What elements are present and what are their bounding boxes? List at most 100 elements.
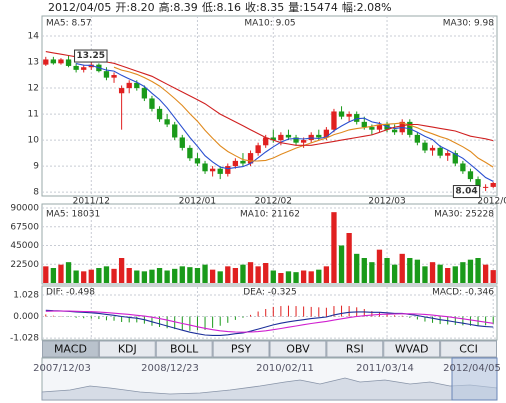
volume-bar <box>194 268 201 283</box>
candle-body <box>81 67 87 70</box>
volume-bar <box>141 271 148 283</box>
extreme-label: 13.25 <box>77 51 105 61</box>
extreme-label: 8.04 <box>455 187 477 197</box>
timeline-label: 2007/12/03 <box>33 363 91 374</box>
tab[interactable] <box>440 340 497 358</box>
volume-bar <box>414 259 421 283</box>
volume-bar <box>118 258 125 283</box>
volume-bar <box>323 266 330 283</box>
tab[interactable] <box>155 340 213 358</box>
timeline-label: 2011/03/14 <box>356 363 414 374</box>
y-tick-label: -1.028 <box>10 334 39 344</box>
volume-bar <box>225 266 231 283</box>
tab-label: RSI <box>346 343 364 356</box>
timeline-label: 2010/02/11 <box>256 363 314 374</box>
tab[interactable] <box>269 340 327 358</box>
volume-bar <box>247 262 254 283</box>
volume-bar <box>346 233 352 283</box>
candle-body <box>217 168 223 174</box>
volume-bar <box>232 268 239 283</box>
volume-bar <box>240 264 246 283</box>
legend-entry: MA5: 8.57 <box>46 19 92 29</box>
volume-bar <box>285 271 292 283</box>
volume-bar <box>316 269 322 283</box>
candle-body <box>323 129 330 138</box>
volume-bar <box>217 271 223 283</box>
volume-bar <box>278 273 284 283</box>
line <box>75 63 494 182</box>
candle-body <box>429 147 436 151</box>
header-item: 收:8.35 <box>245 0 284 14</box>
volume-bar <box>331 212 337 283</box>
candle-body <box>134 82 140 89</box>
volume-bar <box>134 270 140 283</box>
tab[interactable] <box>326 340 384 358</box>
timeline-range[interactable] <box>451 357 498 401</box>
volume-bar <box>437 264 443 283</box>
volume-bar <box>73 270 79 283</box>
y-tick-label: 9 <box>33 162 39 172</box>
candle-body <box>202 163 208 172</box>
y-tick-label: 8 <box>33 188 39 198</box>
volume-bar <box>187 267 193 283</box>
price-panel <box>41 15 498 197</box>
volume-bar <box>43 266 49 283</box>
volume-bar <box>81 271 87 283</box>
candle-body <box>255 145 261 154</box>
candle-body <box>293 137 299 143</box>
x-tick-label: 2012/03 <box>368 197 405 207</box>
candle-body <box>141 88 148 99</box>
extreme-box <box>74 49 108 63</box>
tab-label: CCI <box>459 343 478 356</box>
y-tick-label: 14 <box>28 32 40 42</box>
volume-bar <box>422 266 428 283</box>
candle-body <box>338 111 345 117</box>
candle-body <box>376 124 383 130</box>
tab[interactable] <box>42 340 99 358</box>
volume-bar <box>172 268 178 283</box>
candle-body <box>225 166 231 174</box>
x-tick-label: 2012/02 <box>255 197 292 207</box>
candle-body <box>391 129 398 133</box>
volume-bar <box>65 262 72 283</box>
volume-bar <box>376 249 383 283</box>
y-tick-label: 1.028 <box>13 291 39 301</box>
y-tick-label: 90000 <box>10 204 39 214</box>
header-item: 2012/04/05 <box>48 1 111 14</box>
tab[interactable] <box>212 340 270 358</box>
candle-body <box>50 59 57 64</box>
volume-bar <box>391 264 398 283</box>
candle-body <box>452 153 458 164</box>
tab-label: OBV <box>286 343 310 356</box>
candle-body <box>247 153 254 164</box>
candle-body <box>278 134 284 141</box>
legend-entry: MA30: 25228 <box>434 210 494 220</box>
candle-body <box>65 59 72 66</box>
candle-body <box>369 127 375 130</box>
volume-bar <box>399 253 405 283</box>
y-tick-label: 11 <box>28 110 39 120</box>
tab[interactable] <box>383 340 441 358</box>
line <box>45 310 494 333</box>
volume-panel <box>41 203 498 285</box>
candle-body <box>354 114 360 122</box>
tab-label: KDJ <box>118 343 137 356</box>
timeline-label: 2012/04/05 <box>443 363 501 374</box>
candle-body <box>149 98 155 109</box>
legend-entry: DEA: -0.325 <box>243 288 297 298</box>
volume-bar <box>270 270 276 283</box>
line <box>45 309 494 336</box>
candle-body <box>361 121 367 128</box>
volume-bar <box>263 263 269 283</box>
candle-body <box>467 171 474 180</box>
timeline-label: 2008/12/23 <box>141 363 199 374</box>
volume-bar <box>88 269 94 283</box>
candle-body <box>43 59 49 65</box>
volume-bar <box>369 262 375 283</box>
tab-label: PSY <box>231 343 252 356</box>
tab-label: WVAD <box>395 343 429 356</box>
tab[interactable] <box>98 340 156 358</box>
candle-body <box>422 142 428 151</box>
volume-bar <box>149 269 155 283</box>
